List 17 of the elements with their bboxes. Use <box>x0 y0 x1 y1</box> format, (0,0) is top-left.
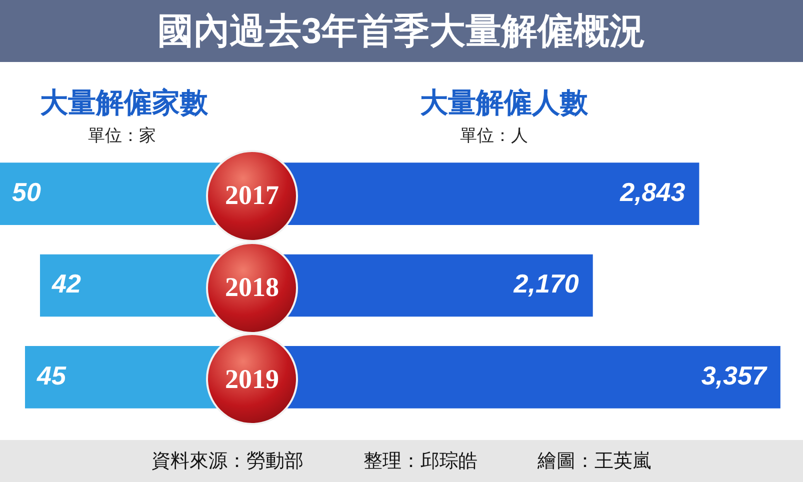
text: 國內過去3年首季大量解僱概況 <box>0 0 803 62</box>
chart-title: 大量解僱人數 <box>420 86 588 120</box>
round-badge: 2019 <box>206 333 298 426</box>
data-label: 3,357 <box>701 360 768 390</box>
chart-subtitle: 單位：人 <box>460 125 528 147</box>
data-label: 45 <box>36 360 66 390</box>
round-badge: 2018 <box>206 242 298 334</box>
data-label: 42 <box>51 268 82 299</box>
text: 繪圖：王英嵐 <box>538 450 652 474</box>
data-label: 2,170 <box>512 268 580 299</box>
chart-title: 大量解僱家數 <box>40 86 208 120</box>
data-label: 2,843 <box>619 177 686 208</box>
chart-subtitle: 單位：家 <box>88 125 156 147</box>
text: 整理：邱琮皓 <box>364 450 478 474</box>
data-label: 50 <box>12 177 42 208</box>
source-note: 資料來源：勞動部 <box>152 450 304 474</box>
round-badge: 2017 <box>206 150 298 242</box>
